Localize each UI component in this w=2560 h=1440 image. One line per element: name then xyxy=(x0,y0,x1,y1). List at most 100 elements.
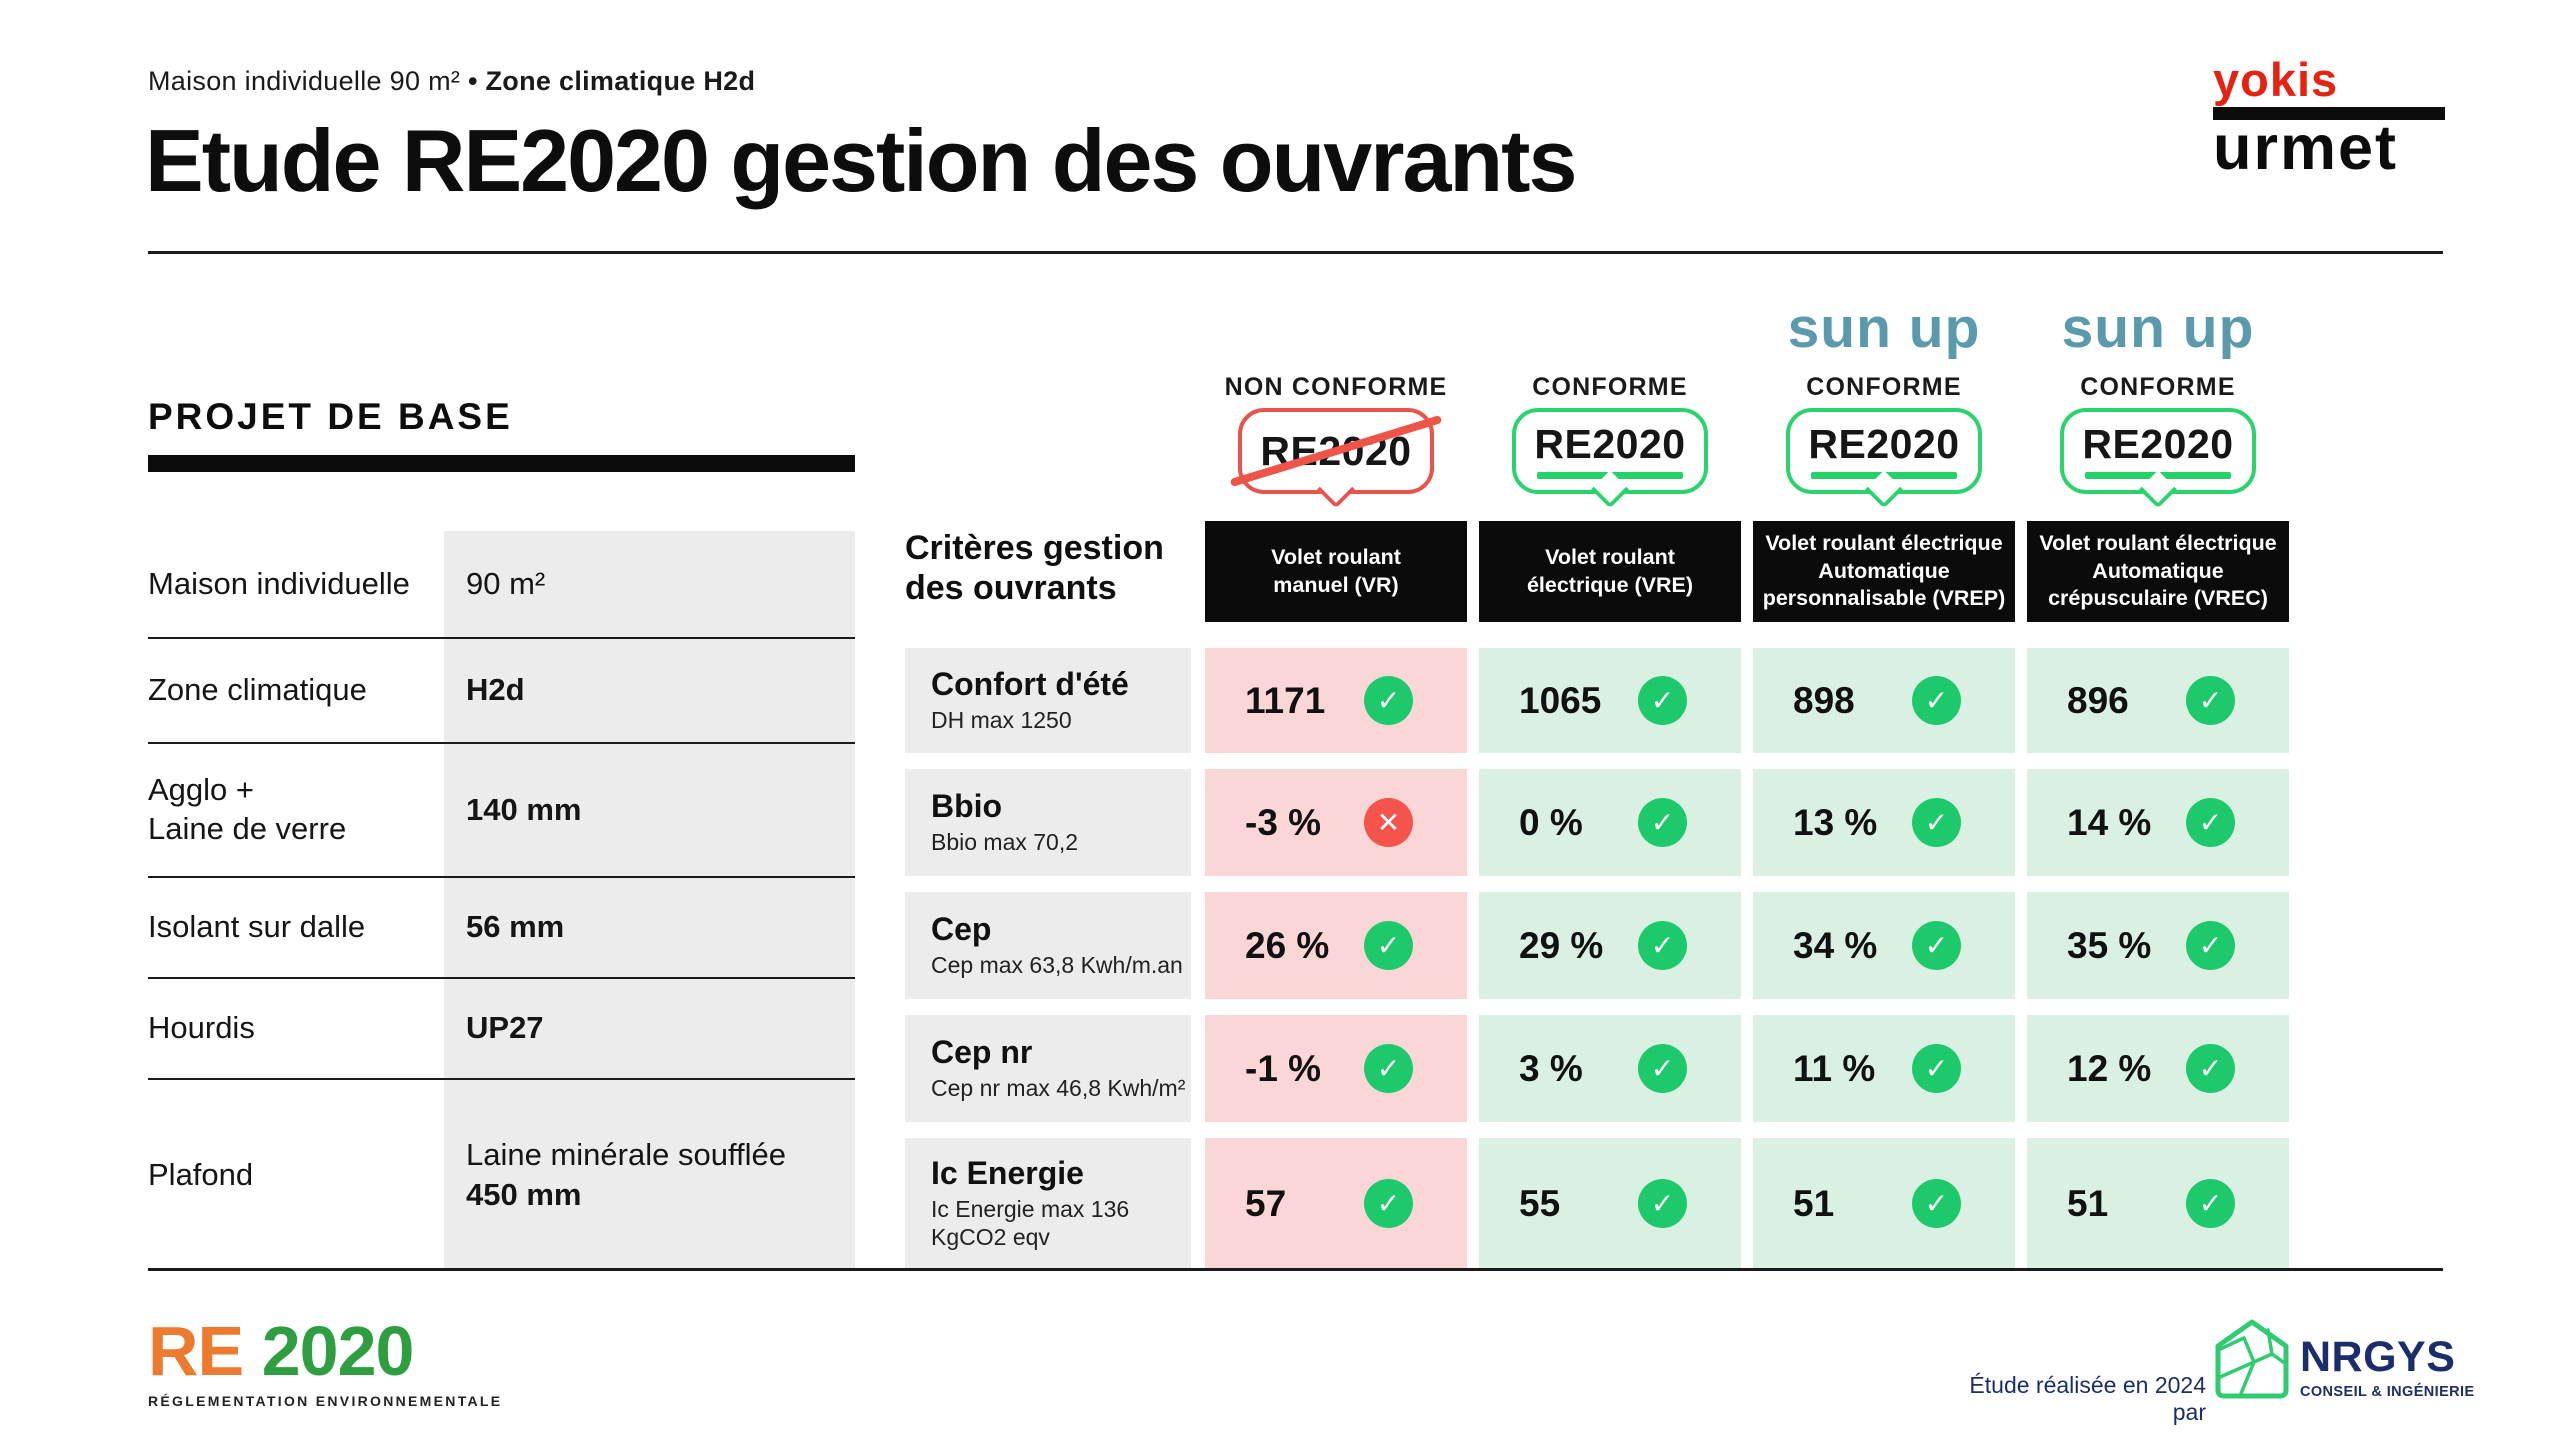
row-value-line2: 450 mm xyxy=(466,1177,582,1212)
column-header-vr: NON CONFORME RE2020 xyxy=(1205,296,1467,509)
criterion-cep-nr: Cep nr Cep nr max 46,8 Kwh/m² xyxy=(905,1015,1191,1122)
row-label: Hourdis xyxy=(148,1010,255,1046)
product-header-vrep: Volet roulant électrique Automatique per… xyxy=(1753,521,2015,622)
value-cell: 57 xyxy=(1205,1138,1467,1269)
check-icon xyxy=(1638,798,1687,847)
value-cell: 896 xyxy=(2027,648,2289,753)
value-number: 35 % xyxy=(2067,924,2152,966)
value-number: 3 % xyxy=(1519,1047,1583,1089)
value-cell: 12 % xyxy=(2027,1015,2289,1122)
sunup-logo: sun up xyxy=(1787,296,1981,360)
check-icon xyxy=(1364,921,1413,970)
value-cell: 29 % xyxy=(1479,892,1741,999)
criterion-limit: DH max 1250 xyxy=(931,707,1072,734)
re2020-badge-label: RE2020 xyxy=(1534,420,1686,467)
criterion-cep: Cep Cep max 63,8 Kwh/m.an xyxy=(905,892,1191,999)
conformity-status: NON CONFORME xyxy=(1224,373,1448,401)
value-cell: 1065 xyxy=(1479,648,1741,753)
criterion-limit: Ic Energie max 136 KgCO2 eqv xyxy=(931,1196,1130,1251)
value-cell: 51 xyxy=(2027,1138,2289,1269)
conformity-status: CONFORME xyxy=(2080,373,2236,401)
table-row: Maison individuelle 90 m² xyxy=(148,531,855,637)
product-header-vrec: Volet roulant électrique Automatique cré… xyxy=(2027,521,2289,622)
value-number: 14 % xyxy=(2067,801,2152,843)
row-value: H2d xyxy=(466,672,525,708)
check-icon xyxy=(1638,1179,1687,1228)
re2020-badge: RE2020 xyxy=(1512,408,1708,509)
value-number: 29 % xyxy=(1519,924,1604,966)
project-heading-bar xyxy=(148,455,855,472)
criterion-ic-energie: Ic Energie Ic Energie max 136 KgCO2 eqv xyxy=(905,1138,1191,1269)
value-cell: -3 % xyxy=(1205,769,1467,876)
re2020-badge-label: RE2020 xyxy=(2082,420,2234,467)
nrgys-subtitle: CONSEIL & INGÉNIERIE xyxy=(2300,1384,2475,1400)
row-label: Plafond xyxy=(148,1156,254,1192)
check-icon xyxy=(2186,1179,2235,1228)
conformity-status: CONFORME xyxy=(1806,373,1962,401)
value-cell: 26 % xyxy=(1205,892,1467,999)
row-label: Agglo + Laine de verre xyxy=(148,772,347,846)
value-number: 11 % xyxy=(1793,1047,1876,1089)
check-icon xyxy=(1912,1044,1961,1093)
project-heading: PROJET DE BASE xyxy=(148,396,513,437)
check-icon xyxy=(1364,676,1413,725)
criterion-name: Ic Energie xyxy=(931,1154,1084,1191)
check-icon xyxy=(1912,798,1961,847)
check-icon xyxy=(1912,676,1961,725)
value-cell: 0 % xyxy=(1479,769,1741,876)
criterion-limit: Bbio max 70,2 xyxy=(931,829,1079,856)
value-number: -3 % xyxy=(1245,801,1322,843)
re2020-badge: RE2020 xyxy=(1786,408,1982,509)
re2020-badge: RE2020 xyxy=(2060,408,2256,509)
nrgys-house-icon xyxy=(2215,1319,2289,1399)
re2020-badge: RE2020 xyxy=(1229,408,1443,509)
check-icon xyxy=(2186,798,2235,847)
criterion-limit: Cep nr max 46,8 Kwh/m² xyxy=(931,1075,1186,1102)
value-number: 55 xyxy=(1519,1182,1561,1224)
row-value-line1: Laine minérale soufflée xyxy=(466,1136,786,1172)
check-icon xyxy=(2186,676,2235,725)
urmet-wordmark: urmet xyxy=(2213,113,2399,183)
row-value: 56 mm xyxy=(466,909,565,945)
row-label: Maison individuelle xyxy=(148,565,410,601)
value-number: 1065 xyxy=(1519,679,1602,721)
value-number: 51 xyxy=(2067,1182,2109,1224)
yokis-wordmark: yokis xyxy=(2213,53,2339,106)
column-header-vre: CONFORME RE2020 xyxy=(1479,296,1741,509)
bottom-divider xyxy=(148,1268,2443,1271)
product-header-vr: Volet roulant manuel (VR) xyxy=(1205,521,1467,622)
criterion-name: Confort d'été xyxy=(931,665,1129,702)
conformity-status: CONFORME xyxy=(1532,373,1688,401)
project-table: Maison individuelle 90 m² Zone climatiqu… xyxy=(148,531,855,1270)
page-subtitle: Maison individuelle 90 m² • Zone climati… xyxy=(148,66,755,97)
value-cell: 13 % xyxy=(1753,769,2015,876)
value-number: 12 % xyxy=(2067,1047,2152,1089)
product-header-vre: Volet roulant électrique (VRE) xyxy=(1479,521,1741,622)
value-cell: 55 xyxy=(1479,1138,1741,1269)
subtitle-zone: Zone climatique H2d xyxy=(485,66,756,96)
value-cell: 1171 xyxy=(1205,648,1467,753)
urmet-logo-bar xyxy=(2213,107,2445,120)
value-cell: 3 % xyxy=(1479,1015,1741,1122)
subtitle-project: Maison individuelle 90 m² xyxy=(148,66,461,96)
re2020-logo-subtitle: RÉGLEMENTATION ENVIRONNEMENTALE xyxy=(148,1393,503,1409)
nrgys-wordmark: NRGYS xyxy=(2300,1333,2456,1381)
table-row: Zone climatique H2d xyxy=(148,637,855,742)
table-row: Hourdis UP27 xyxy=(148,977,855,1078)
value-cell: 14 % xyxy=(2027,769,2289,876)
cross-icon xyxy=(1364,798,1413,847)
value-cell: -1 % xyxy=(1205,1015,1467,1122)
yokis-urmet-logo: yokis urmet xyxy=(2213,56,2445,180)
table-row: Plafond Laine minérale soufflée 450 mm xyxy=(148,1078,855,1270)
page-title: Etude RE2020 gestion des ouvrants xyxy=(145,111,1577,210)
column-header-vrec: sun up CONFORME RE2020 xyxy=(2027,296,2289,509)
row-value: 140 mm xyxy=(466,791,582,827)
criterion-name: Cep xyxy=(931,910,992,947)
re2020-badge-label: RE2020 xyxy=(1808,420,1960,467)
criterion-limit: Cep max 63,8 Kwh/m.an xyxy=(931,952,1183,979)
sunup-logo xyxy=(1205,296,1467,364)
check-icon xyxy=(1364,1179,1413,1228)
check-icon xyxy=(1912,1179,1961,1228)
check-icon xyxy=(1638,676,1687,725)
